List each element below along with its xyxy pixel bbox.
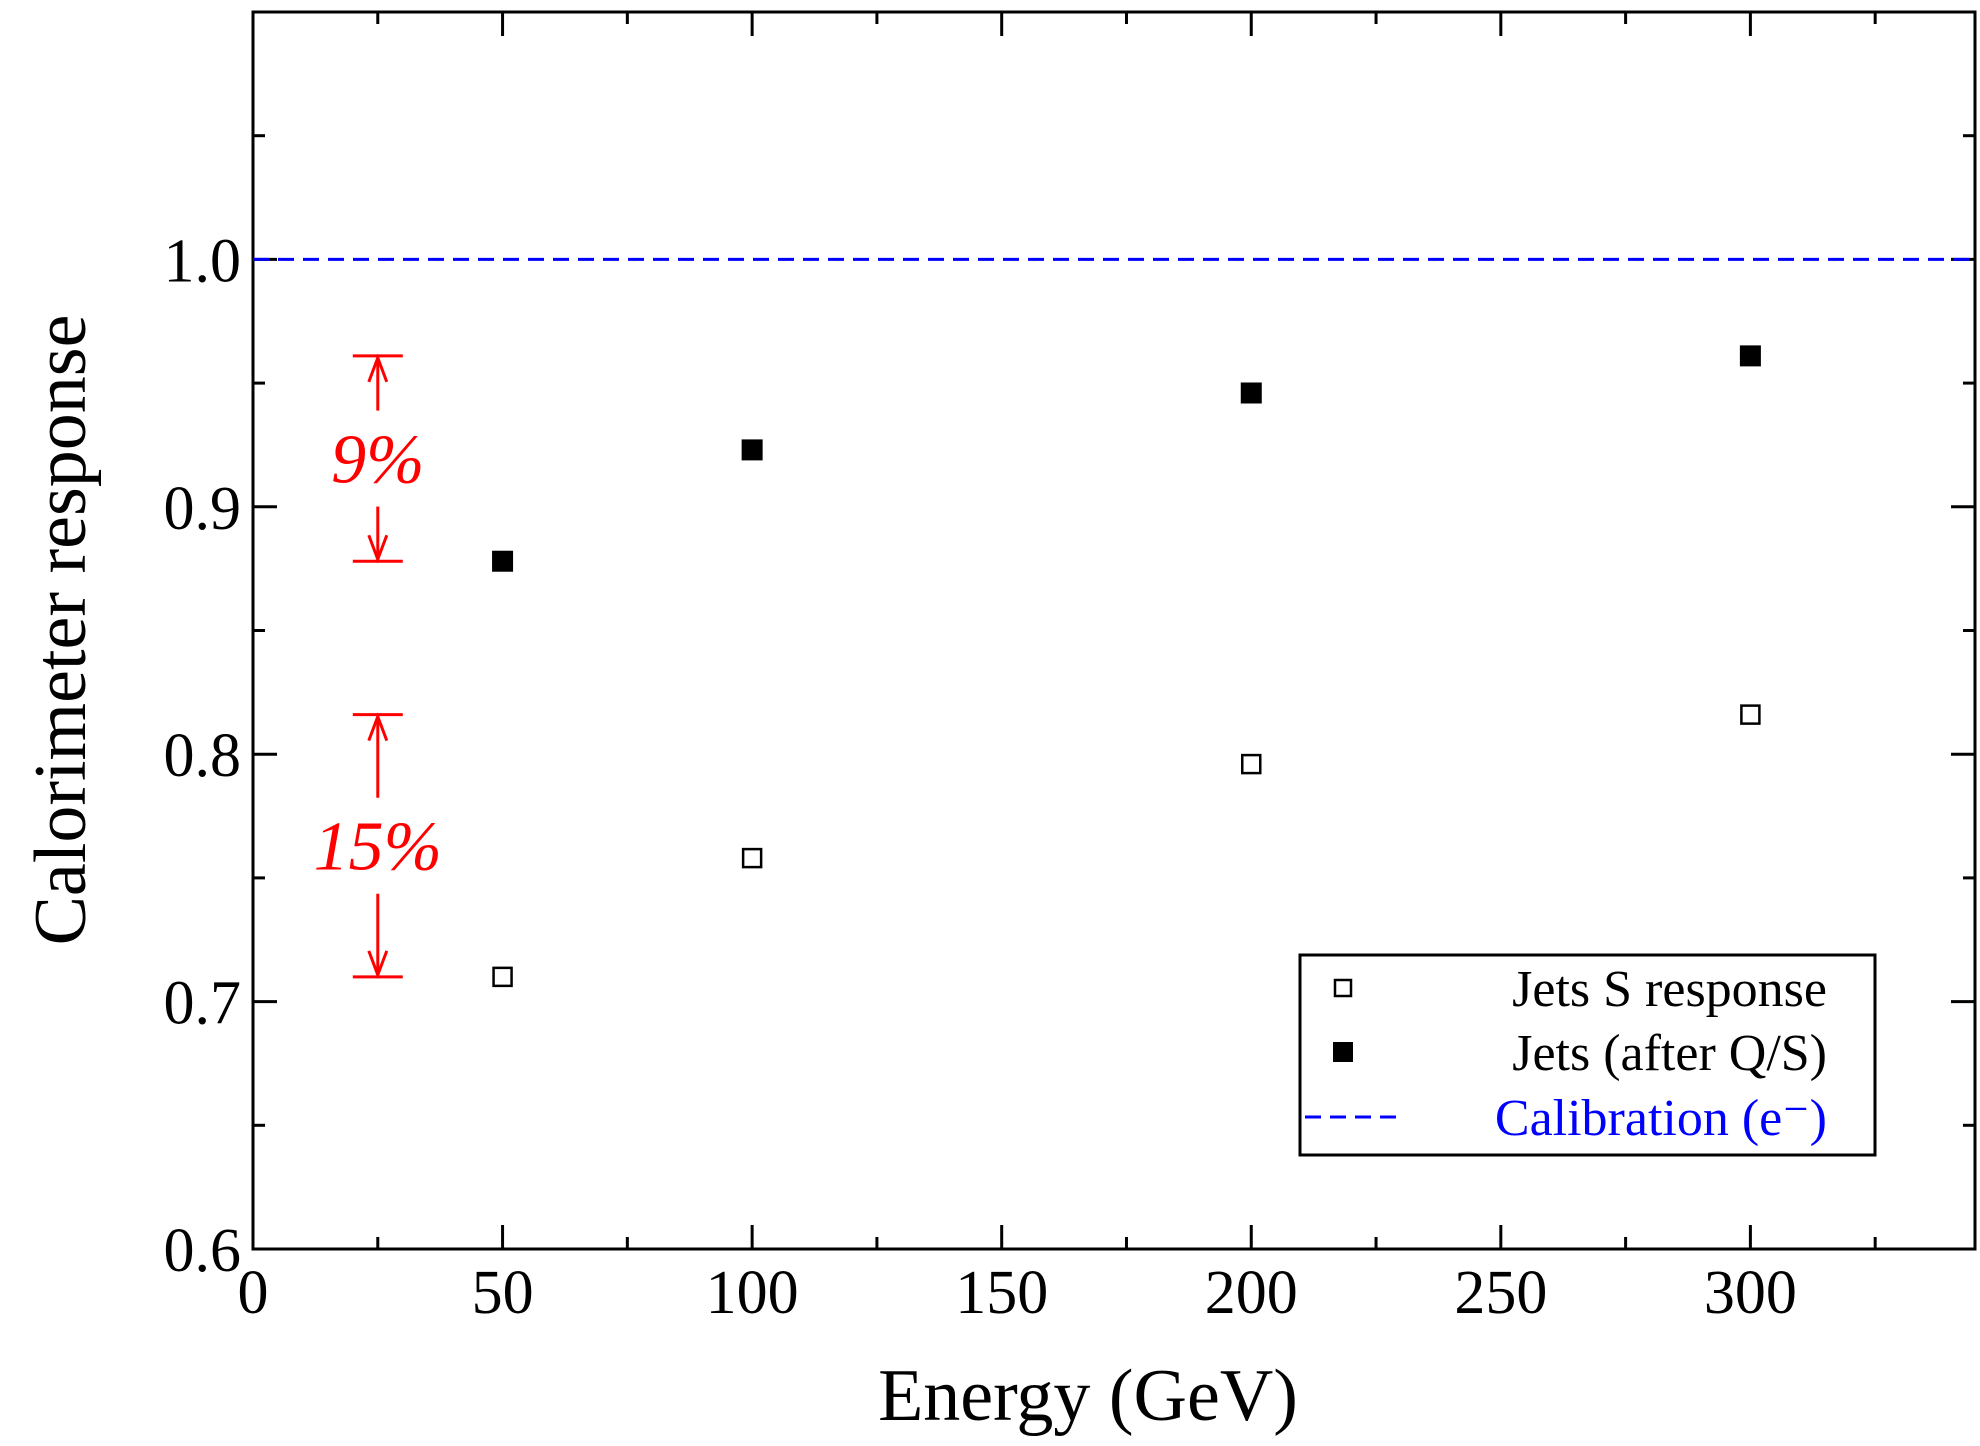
x-tick-label: 300 (1704, 1259, 1797, 1327)
x-tick-label: 50 (472, 1259, 534, 1327)
open-square-point (1740, 704, 1761, 725)
y-tick-label: 0.7 (164, 970, 242, 1038)
y-tick-label: 0.6 (164, 1217, 242, 1285)
legend-label: Jets S response (1512, 961, 1827, 1018)
x-axis-title: Energy (GeV) (878, 1355, 1298, 1437)
tick-labels: 0 50 100 150 200 250 300 0.6 0.7 0.8 0.9 1.0 (164, 227, 1797, 1327)
filled-square-point (741, 439, 763, 461)
x-tick-label: 200 (1205, 1259, 1298, 1327)
open-square-point (492, 966, 513, 988)
arrowhead-down (367, 950, 389, 980)
legend: Jets S response Jets (after Q/S) Calibrati… (1298, 953, 1877, 1157)
filled-square-point (492, 550, 514, 572)
y-tick-label: 1.0 (164, 227, 242, 295)
arrowhead-up (367, 353, 389, 383)
y-tick-label: 0.9 (164, 475, 242, 543)
x-tick-label: 100 (706, 1259, 799, 1327)
x-tick-label: 0 (238, 1259, 269, 1327)
arrowhead-down (367, 534, 389, 564)
annotations: 9% 15% (314, 353, 442, 980)
filled-square-point (1240, 382, 1262, 404)
arrowhead-up (367, 712, 389, 742)
open-square-point (741, 847, 763, 869)
legend-label: Calibration (e⁻) (1495, 1090, 1827, 1147)
legend-label: Jets (after Q/S) (1512, 1025, 1827, 1082)
filled-square-point (1739, 345, 1761, 367)
legend-box (1298, 953, 1877, 1157)
open-square-point (1241, 753, 1262, 775)
annotation-label: 9% (331, 422, 424, 499)
legend-open-square-icon (1333, 978, 1353, 998)
annotation-label: 15% (314, 809, 442, 886)
x-tick-label: 150 (955, 1259, 1048, 1327)
legend-filled-square-icon (1333, 1042, 1353, 1062)
y-tick-label: 0.8 (164, 722, 242, 790)
data-markers (492, 345, 1761, 988)
y-axis-title: Calorimeter response (20, 315, 102, 946)
x-tick-label: 250 (1454, 1259, 1547, 1327)
